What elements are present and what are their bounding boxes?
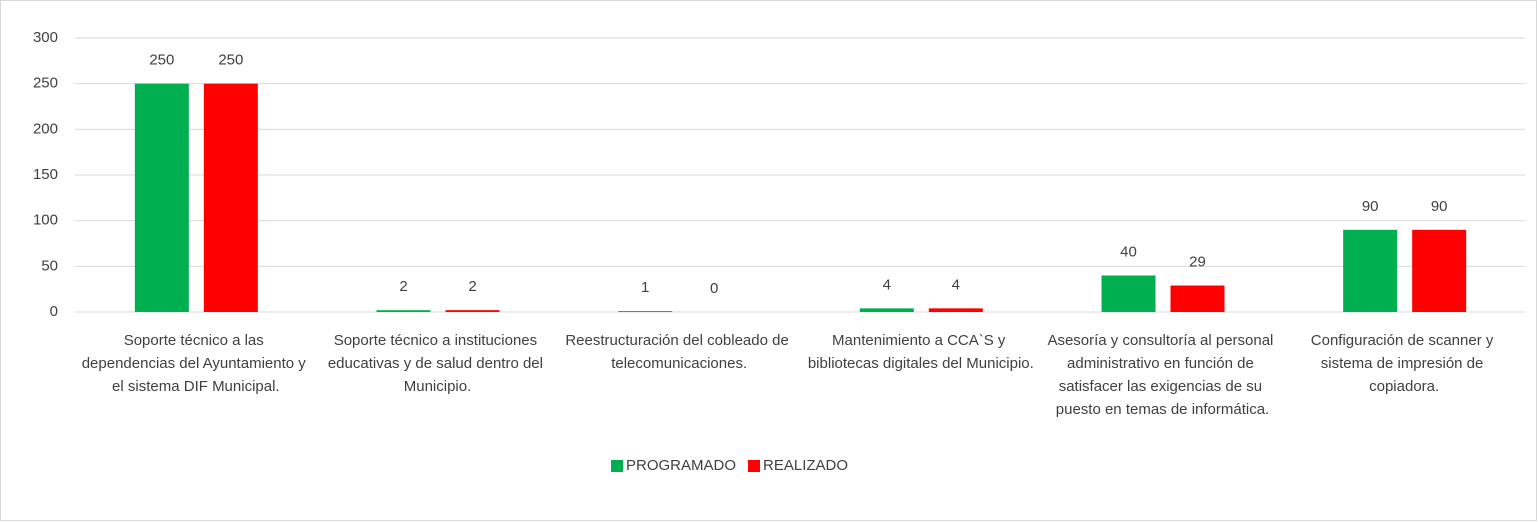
data-label: 250 <box>149 52 174 69</box>
y-tick-label: 50 <box>41 257 58 274</box>
y-tick-label: 200 <box>33 120 58 137</box>
data-label: 29 <box>1189 253 1206 270</box>
bar <box>928 308 983 312</box>
bar <box>1343 229 1398 312</box>
bar <box>203 83 258 313</box>
data-label: 90 <box>1431 198 1448 215</box>
bar <box>1412 229 1467 312</box>
x-tick-label: Configuración de scanner y sistema de im… <box>1311 332 1498 395</box>
x-tick-label: Reestructuración del cobleado de telecom… <box>565 332 793 372</box>
data-label: 2 <box>468 278 476 295</box>
bar <box>1101 275 1156 312</box>
y-tick-label: 100 <box>33 212 58 229</box>
bar <box>859 308 914 312</box>
y-tick-label: 0 <box>50 303 58 320</box>
legend-label: REALIZADO <box>763 457 848 474</box>
x-tick-label: Soporte técnico a instituciones educativ… <box>328 332 547 395</box>
bar <box>445 310 500 312</box>
legend-label: PROGRAMADO <box>626 457 736 474</box>
legend-swatch <box>748 460 761 472</box>
data-label: 40 <box>1120 243 1137 260</box>
y-tick-label: 300 <box>33 29 58 46</box>
y-tick-label: 250 <box>33 75 58 92</box>
data-label: 2 <box>399 278 407 295</box>
x-tick-label: Mantenimiento a CCA`S y bibliotecas digi… <box>808 332 1034 372</box>
bar <box>1170 285 1225 312</box>
data-label: 4 <box>883 276 891 293</box>
bar <box>376 310 431 312</box>
y-tick-label: 150 <box>33 166 58 183</box>
x-tick-label: Soporte técnico a las dependencias del A… <box>82 332 310 395</box>
bar <box>618 311 673 312</box>
bar <box>134 83 189 313</box>
legend-swatch <box>611 460 623 472</box>
x-tick-label: Asesoría y consultoría al personal admin… <box>1047 332 1277 418</box>
data-label: 250 <box>218 52 243 69</box>
data-label: 90 <box>1362 198 1379 215</box>
data-label: 4 <box>952 276 960 293</box>
data-label: 1 <box>641 279 649 296</box>
data-label: 0 <box>710 280 718 297</box>
